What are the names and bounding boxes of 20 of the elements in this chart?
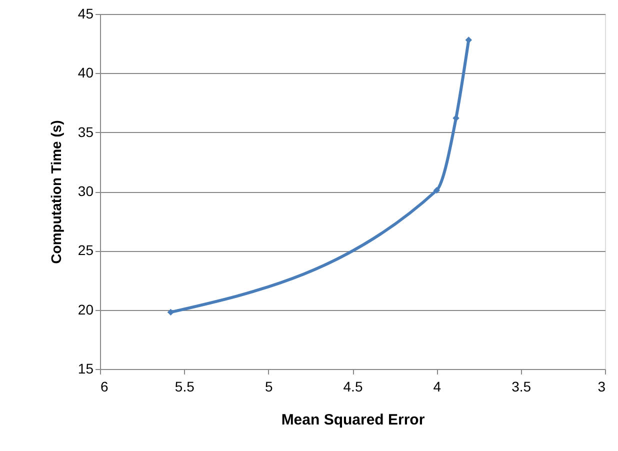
x-tick-label: 5.5 [174,378,195,394]
y-tick-label: 35 [78,124,94,140]
x-tick-label: 4.5 [343,378,363,394]
x-axis-title: Mean Squared Error [281,412,425,428]
x-tick-label: 6 [100,378,108,394]
x-tick-label: 4 [433,378,442,394]
y-tick-label: 40 [78,64,94,81]
x-tick-label: 3 [598,378,606,394]
point [167,308,174,316]
y-tick-label: 15 [78,360,94,376]
y-tick-label: 20 [78,301,94,318]
point [433,186,440,194]
point [465,36,472,44]
y-axis-title: Computation Time (s) [48,120,64,264]
y-tick-label: 45 [78,6,94,22]
x-tick-label: 5 [264,378,273,394]
x-tick-label: 3.5 [512,378,532,394]
y-tick-label: 30 [78,183,94,199]
point [452,114,460,122]
y-tick-label: 25 [78,242,94,258]
